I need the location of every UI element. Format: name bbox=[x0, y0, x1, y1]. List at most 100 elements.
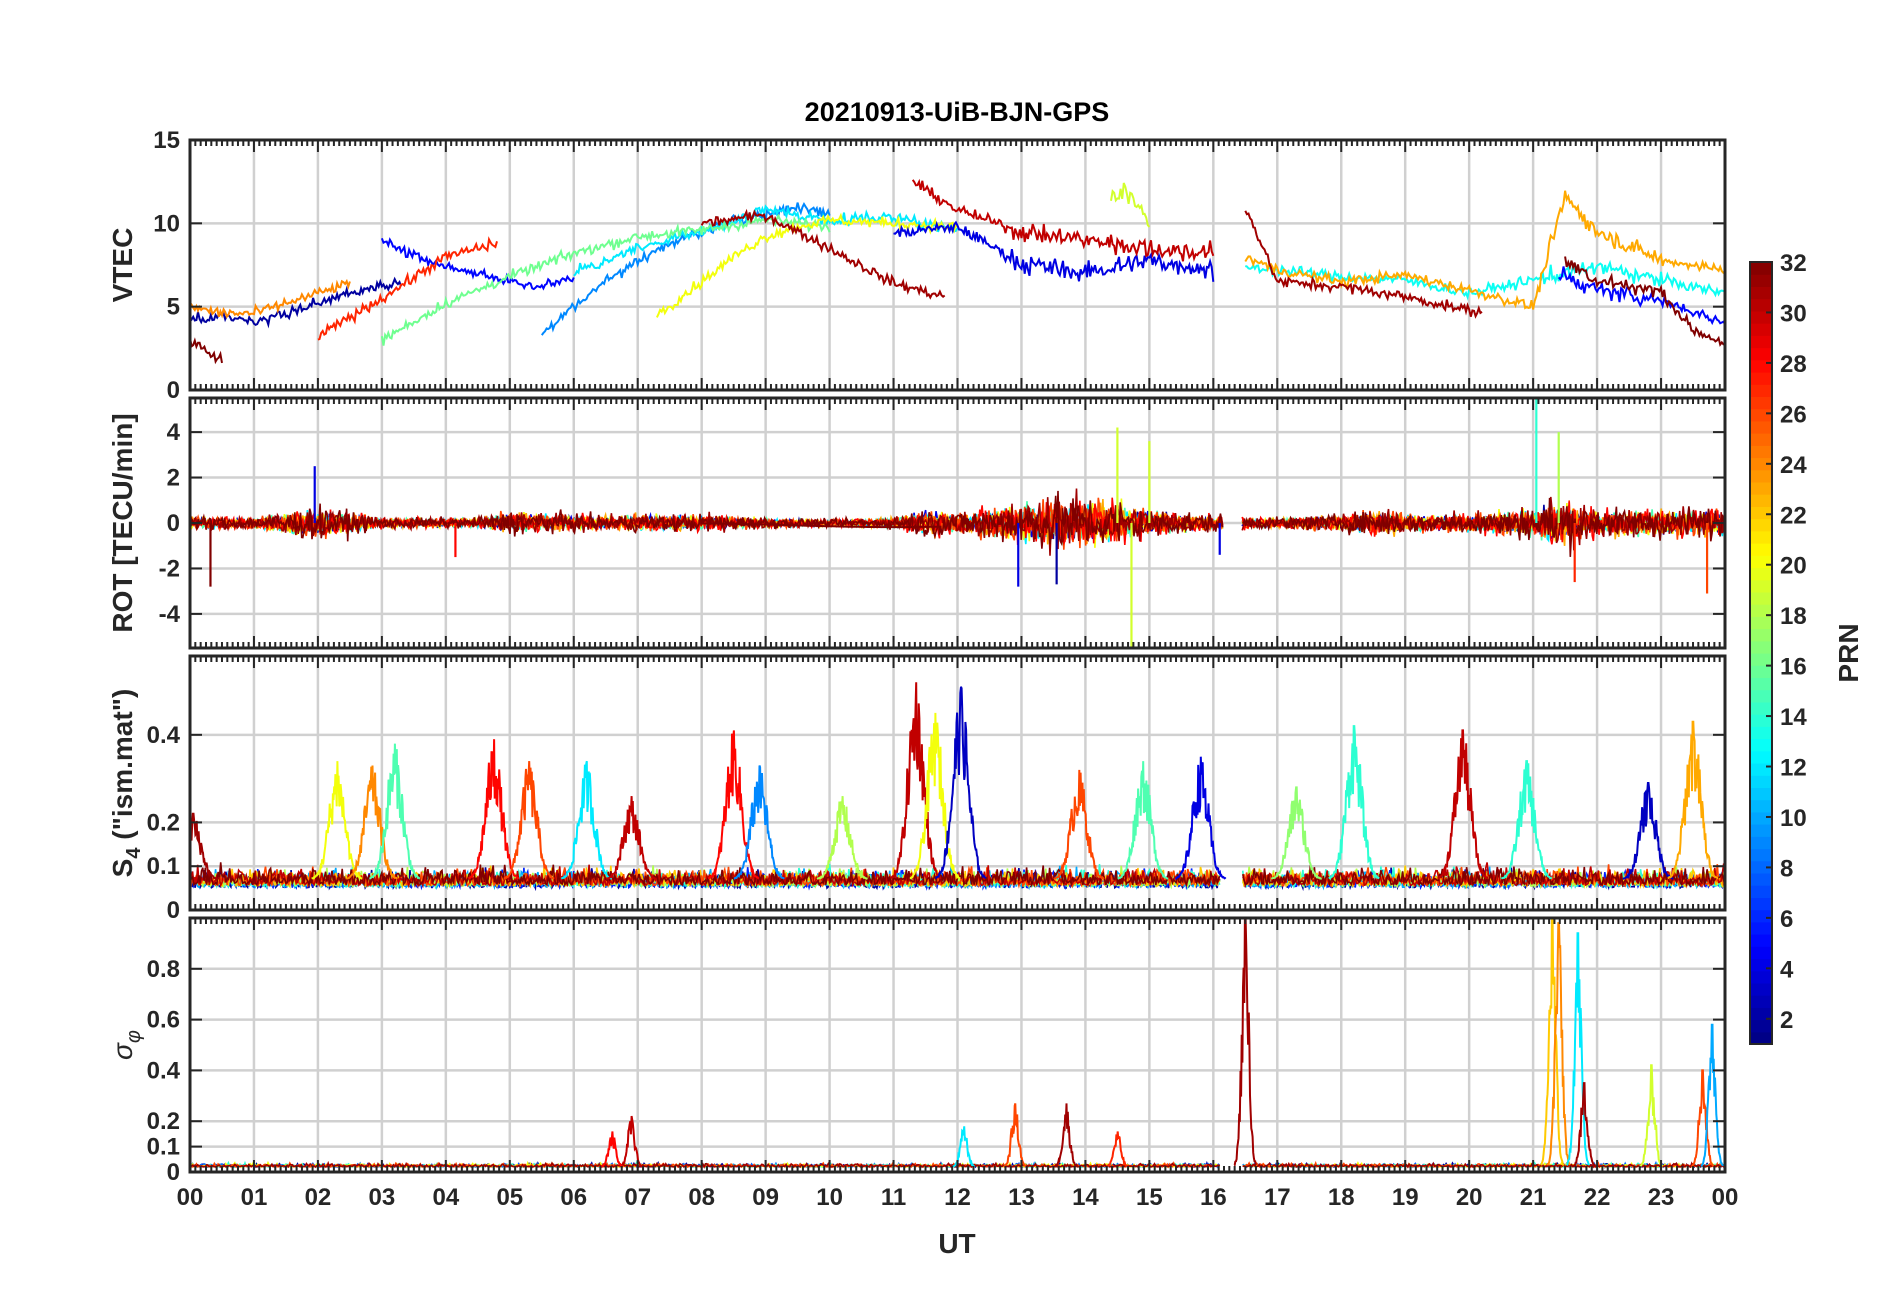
peak-prn-28 bbox=[600, 1131, 624, 1168]
series-line-prn-5 bbox=[380, 237, 575, 291]
colorbar-segment bbox=[1750, 628, 1772, 642]
colorbar-segment bbox=[1750, 726, 1772, 740]
y-tick-label: 2 bbox=[167, 465, 180, 492]
y-tick-label: 0.1 bbox=[147, 853, 180, 880]
x-ticks-rot bbox=[189, 398, 1726, 648]
colorbar-segment bbox=[1750, 310, 1772, 324]
colorbar-box bbox=[1749, 261, 1773, 1045]
colorbar-segment bbox=[1750, 604, 1772, 617]
colorbar-segment bbox=[1750, 359, 1772, 373]
x-tick-label: 09 bbox=[752, 1184, 779, 1211]
colorbar-tick-label: 30 bbox=[1780, 300, 1807, 327]
colorbar-segment bbox=[1750, 995, 1772, 1008]
series-line-prn-32 bbox=[190, 490, 1725, 557]
y-tick-label: 0 bbox=[167, 377, 180, 404]
peak-prn-3 bbox=[1622, 782, 1674, 880]
series-line-prn-27 bbox=[317, 236, 498, 341]
colorbar-segment bbox=[1750, 530, 1772, 544]
peak-prn-30 bbox=[1437, 729, 1489, 880]
peak-prn-14 bbox=[1328, 725, 1380, 880]
peak-prn-15 bbox=[1117, 761, 1169, 880]
colorbar-label: PRN bbox=[1833, 623, 1864, 682]
y-tick-label: 0.6 bbox=[147, 1007, 180, 1034]
peak-prn-26 bbox=[1003, 1103, 1027, 1168]
x-tick-label: 11 bbox=[881, 1184, 906, 1211]
y-tick-label: 0.4 bbox=[147, 1057, 181, 1084]
series-line-trend bbox=[701, 522, 942, 529]
colorbar-segment bbox=[1750, 909, 1772, 923]
colorbar-segment bbox=[1750, 714, 1772, 727]
y-tick-label: 15 bbox=[153, 127, 180, 154]
series-line-prn-32 bbox=[190, 337, 223, 365]
x-ticks-vtec bbox=[189, 140, 1726, 390]
colorbar-segment bbox=[1750, 958, 1772, 972]
y-tick-label: 0 bbox=[167, 1159, 180, 1186]
x-ticks-sigma_phi bbox=[189, 918, 1726, 1172]
y-tick-label: 0 bbox=[167, 897, 180, 924]
colorbar-segment bbox=[1750, 506, 1772, 520]
panel-rot: -4 -2 0 2 4 ROT [TECU/min] bbox=[107, 396, 1727, 650]
peak-prn-31 bbox=[1055, 1103, 1078, 1168]
x-tick-label: 00 bbox=[177, 1184, 204, 1211]
series-line-prn-4 bbox=[893, 220, 1215, 282]
colorbar-segment bbox=[1750, 347, 1772, 361]
peak-prn-31 bbox=[1233, 918, 1257, 1167]
colorbar-tick-label: 28 bbox=[1780, 351, 1807, 378]
x-tick-label: 08 bbox=[688, 1184, 715, 1211]
peak-prn-19 bbox=[1639, 1064, 1663, 1168]
peak-prn-26 bbox=[1053, 769, 1105, 880]
colorbar-segment bbox=[1750, 787, 1772, 801]
series-line-prn-32 bbox=[1564, 256, 1725, 347]
y-axis-label-s4: S4 ("ism.mat") bbox=[107, 689, 145, 878]
peak-prn-22 bbox=[1540, 918, 1565, 1166]
peak-prn-26 bbox=[1691, 1069, 1715, 1168]
panel-sigma_phi: 00.10.2 0.4 0.6 0.8 σφ 00 01 02 03 04 05 06 07 08 09 10… bbox=[107, 916, 1739, 1211]
colorbar-segment bbox=[1750, 799, 1772, 813]
colorbar-segment bbox=[1750, 396, 1772, 410]
series-line-prn-13 bbox=[1245, 259, 1725, 301]
colorbar-segment bbox=[1750, 897, 1772, 911]
x-tick-label: 18 bbox=[1328, 1184, 1355, 1211]
colorbar-segment bbox=[1750, 433, 1772, 446]
colorbar-segment bbox=[1750, 481, 1772, 495]
colorbar-segment bbox=[1750, 335, 1772, 349]
x-tick-label: 17 bbox=[1264, 1184, 1291, 1211]
colorbar-segment bbox=[1750, 701, 1772, 715]
x-tick-label: 19 bbox=[1392, 1184, 1419, 1211]
colorbar-tick-label: 8 bbox=[1780, 855, 1793, 882]
x-tick-label: 12 bbox=[944, 1184, 971, 1211]
peak-prn-26 bbox=[503, 761, 555, 880]
colorbar-segment bbox=[1750, 1031, 1772, 1045]
colorbar-segment bbox=[1750, 555, 1772, 569]
colorbar-tick-label: 24 bbox=[1780, 452, 1807, 479]
colorbar-segment bbox=[1750, 982, 1772, 996]
colorbar-tick-label: 6 bbox=[1780, 906, 1793, 933]
colorbar-tick-label: 18 bbox=[1780, 603, 1807, 630]
series-line-prn-30 bbox=[911, 178, 1215, 263]
y-axis-label-vtec: VTEC bbox=[107, 228, 138, 303]
y-tick-label: -4 bbox=[159, 601, 181, 628]
plot-area-s4 bbox=[190, 682, 1725, 892]
x-tick-label: 00 bbox=[1712, 1184, 1739, 1211]
colorbar-segment bbox=[1750, 677, 1772, 691]
colorbar-segment bbox=[1750, 372, 1772, 385]
x-tick-label: 22 bbox=[1584, 1184, 1611, 1211]
peak-prn-20 bbox=[909, 712, 961, 880]
peak-prn-17 bbox=[1270, 786, 1322, 880]
colorbar-segment bbox=[1750, 384, 1772, 397]
colorbar-segment bbox=[1750, 457, 1772, 471]
colorbar-segment bbox=[1750, 738, 1772, 752]
x-tick-label: 23 bbox=[1648, 1184, 1675, 1211]
x-axis-label: UT bbox=[938, 1228, 975, 1259]
peak-prn-24 bbox=[346, 765, 398, 880]
series-line-prn-19 bbox=[1110, 182, 1151, 228]
colorbar-segment bbox=[1750, 665, 1772, 678]
peak-prn-24 bbox=[1546, 922, 1571, 1166]
colorbar-segment bbox=[1750, 298, 1772, 312]
colorbar-segment bbox=[1750, 885, 1772, 898]
series-line-prn-31 bbox=[190, 1160, 1725, 1169]
colorbar-segment bbox=[1750, 408, 1772, 422]
peak-prn-31 bbox=[1572, 1082, 1596, 1168]
y-axis-label-sigma_phi: σφ bbox=[107, 1030, 145, 1060]
